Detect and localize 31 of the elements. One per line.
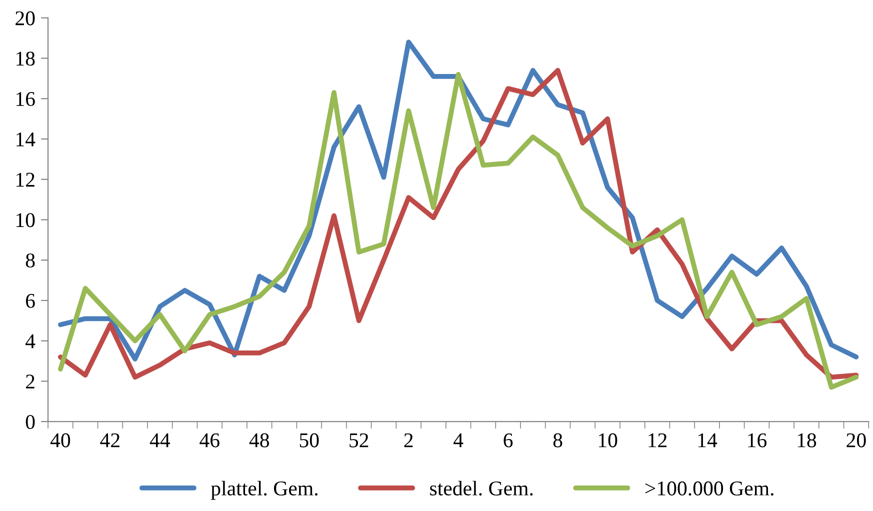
y-tick-label: 20 (16, 11, 35, 26)
x-tick-label: 44 (150, 433, 170, 448)
x-tick-label: 6 (504, 433, 513, 448)
x-tick-label: 42 (100, 433, 120, 448)
x-tick-label: 50 (300, 433, 319, 448)
y-tick-label: 16 (16, 92, 35, 106)
y-tick-label: 10 (16, 213, 35, 228)
x-tick-label: 46 (200, 433, 220, 448)
legend-label: >100.000 Gem. (645, 481, 774, 496)
y-tick-label: 8 (26, 253, 35, 268)
x-tick-label: 48 (249, 433, 270, 448)
y-tick-label: 0 (26, 414, 35, 430)
x-tick-label: 4 (454, 433, 464, 448)
x-tick-label: 40 (50, 433, 70, 448)
y-tick-label: 12 (16, 172, 34, 187)
y-tick-label: 14 (16, 132, 36, 146)
x-tick-label: 18 (798, 433, 816, 448)
x-tick-label: 14 (698, 433, 718, 448)
y-tick-label: 4 (26, 334, 36, 348)
x-tick-label: 12 (648, 433, 667, 448)
x-tick-label: 8 (553, 433, 562, 448)
y-tick-label: 18 (16, 52, 35, 66)
y-tick-label: 2 (26, 374, 34, 388)
y-tick-label: 6 (26, 294, 35, 308)
x-tick-label: 10 (598, 433, 618, 448)
x-tick-label: 16 (748, 433, 767, 448)
x-tick-label: 52 (350, 433, 368, 448)
x-tick-label: 20 (846, 433, 866, 448)
legend-label: stedel. Gem. (430, 480, 533, 496)
legend-label: plattel. Gem. (210, 480, 318, 500)
x-tick-label: 2 (404, 433, 413, 448)
